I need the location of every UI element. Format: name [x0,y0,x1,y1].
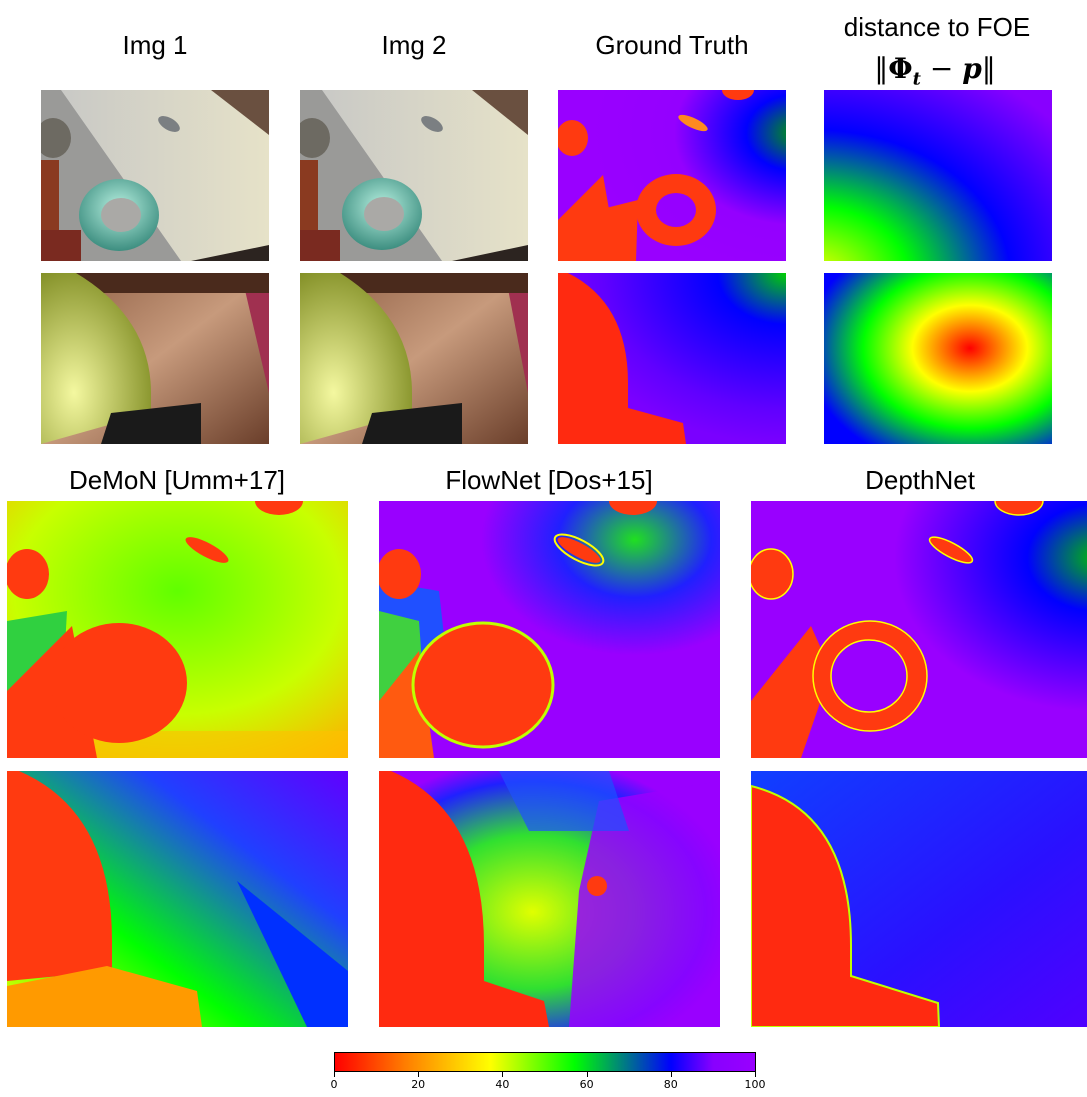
colorbar-tick-label: 40 [495,1078,510,1091]
title-flownet: FlowNet [Dos+15] [445,465,653,495]
colorbar-tick [670,1072,672,1077]
title-depthnet: DepthNet [865,465,975,495]
colorbar-tick [755,1072,756,1077]
distance-scene-a [824,90,1052,261]
demon-scene-b [7,771,348,1027]
img2-scene-a [300,90,528,261]
distance-scene-b [824,273,1052,444]
colorbar-tick-label: 0 [330,1078,338,1091]
colorbar-tick [586,1072,588,1077]
colorbar [334,1052,756,1072]
title-img2: Img 2 [381,30,447,60]
ground-truth-scene-b [558,273,786,444]
colorbar-tick-label: 60 [579,1078,594,1091]
img2-scene-b [300,273,528,444]
title-ground-truth: Ground Truth [595,30,749,60]
colorbar-tick-label: 80 [663,1078,678,1091]
title-distance-to-foe: distance to FOE [843,12,1031,42]
depthnet-scene-b [751,771,1087,1027]
colorbar-tick [418,1072,420,1077]
flownet-scene-a [379,501,720,758]
depthnet-scene-a [751,501,1087,758]
demon-scene-a [7,501,348,758]
colorbar-tick [334,1072,335,1077]
formula-distance: ‖Φt − p‖ [874,52,996,90]
title-img1: Img 1 [122,30,188,60]
colorbar-tick-label: 100 [744,1078,766,1091]
colorbar-tick [502,1072,504,1077]
title-demon: DeMoN [Umm+17] [69,465,285,495]
img1-scene-b [41,273,269,444]
colorbar-tick-label: 20 [411,1078,426,1091]
img1-scene-a [41,90,269,261]
flownet-scene-b [379,771,720,1027]
ground-truth-scene-a [558,90,786,261]
